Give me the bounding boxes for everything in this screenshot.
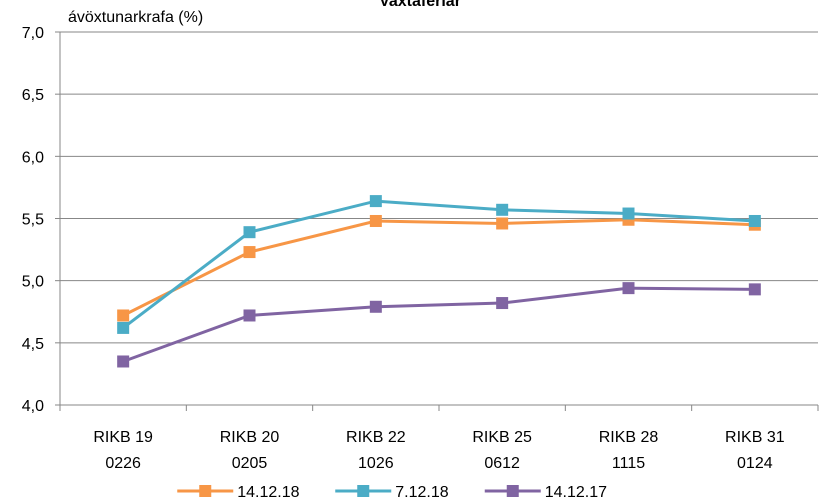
legend-marker: [199, 485, 212, 497]
y-axis-label: ávöxtunarkrafa (%): [68, 9, 203, 26]
x-tick-label: RIKB 28 1115: [599, 429, 659, 472]
y-tick-label: 6,5: [22, 87, 44, 104]
x-tick-label: RIKB 19 0226: [93, 429, 153, 472]
x-tick-label: RIKB 25 0612: [472, 429, 532, 472]
marker: [117, 321, 130, 334]
x-tick-label: RIKB 20 0205: [220, 429, 280, 472]
x-tick-label-line: RIKB 28: [599, 429, 659, 446]
y-tick-label: 5,0: [22, 274, 44, 291]
x-tick-label-line: 0612: [484, 455, 520, 472]
x-tick-label-line: RIKB 19: [93, 429, 153, 446]
x-tick-label-line: RIKB 22: [346, 429, 406, 446]
x-tick-label: RIKB 22 1026: [346, 429, 406, 472]
y-tick-label: 6,0: [22, 149, 44, 166]
marker: [369, 195, 382, 208]
y-tick-label: 4,0: [22, 398, 44, 415]
x-tick-label-line: 0124: [737, 455, 773, 472]
marker: [622, 207, 635, 220]
x-tick-label-line: 1026: [358, 455, 394, 472]
legend-label: 14.12.18: [237, 484, 299, 501]
marker: [496, 297, 509, 310]
y-tick-label: 4,5: [22, 336, 44, 353]
marker: [622, 282, 635, 295]
marker: [748, 214, 761, 227]
y-tick-label: 5,5: [22, 212, 44, 229]
marker: [117, 355, 130, 368]
x-tick-label-line: 0226: [105, 455, 141, 472]
legend-marker: [357, 485, 370, 497]
x-tick-label: RIKB 31 0124: [725, 429, 785, 472]
marker: [243, 246, 256, 259]
series-line: [122, 199, 755, 330]
legend-label: 14.12.17: [545, 484, 607, 501]
legend-label: 7.12.18: [395, 484, 448, 501]
legend-marker: [506, 485, 519, 497]
marker: [243, 226, 256, 239]
x-tick-label-line: RIKB 20: [220, 429, 280, 446]
x-tick-label-line: 0205: [232, 455, 268, 472]
marker: [117, 309, 130, 322]
marker: [496, 217, 509, 230]
x-tick-label-line: RIKB 25: [472, 429, 532, 446]
x-tick-label-line: RIKB 31: [725, 429, 785, 446]
marker: [369, 300, 382, 313]
marker: [748, 283, 761, 296]
marker: [243, 309, 256, 322]
series-line: [122, 286, 755, 363]
y-tick-label: 7,0: [22, 25, 44, 42]
x-tick-label-line: 1115: [612, 455, 645, 472]
marker: [496, 203, 509, 216]
series-line: [122, 218, 755, 317]
chart-title: Vaxtaferlar: [379, 0, 461, 10]
marker: [369, 214, 382, 227]
